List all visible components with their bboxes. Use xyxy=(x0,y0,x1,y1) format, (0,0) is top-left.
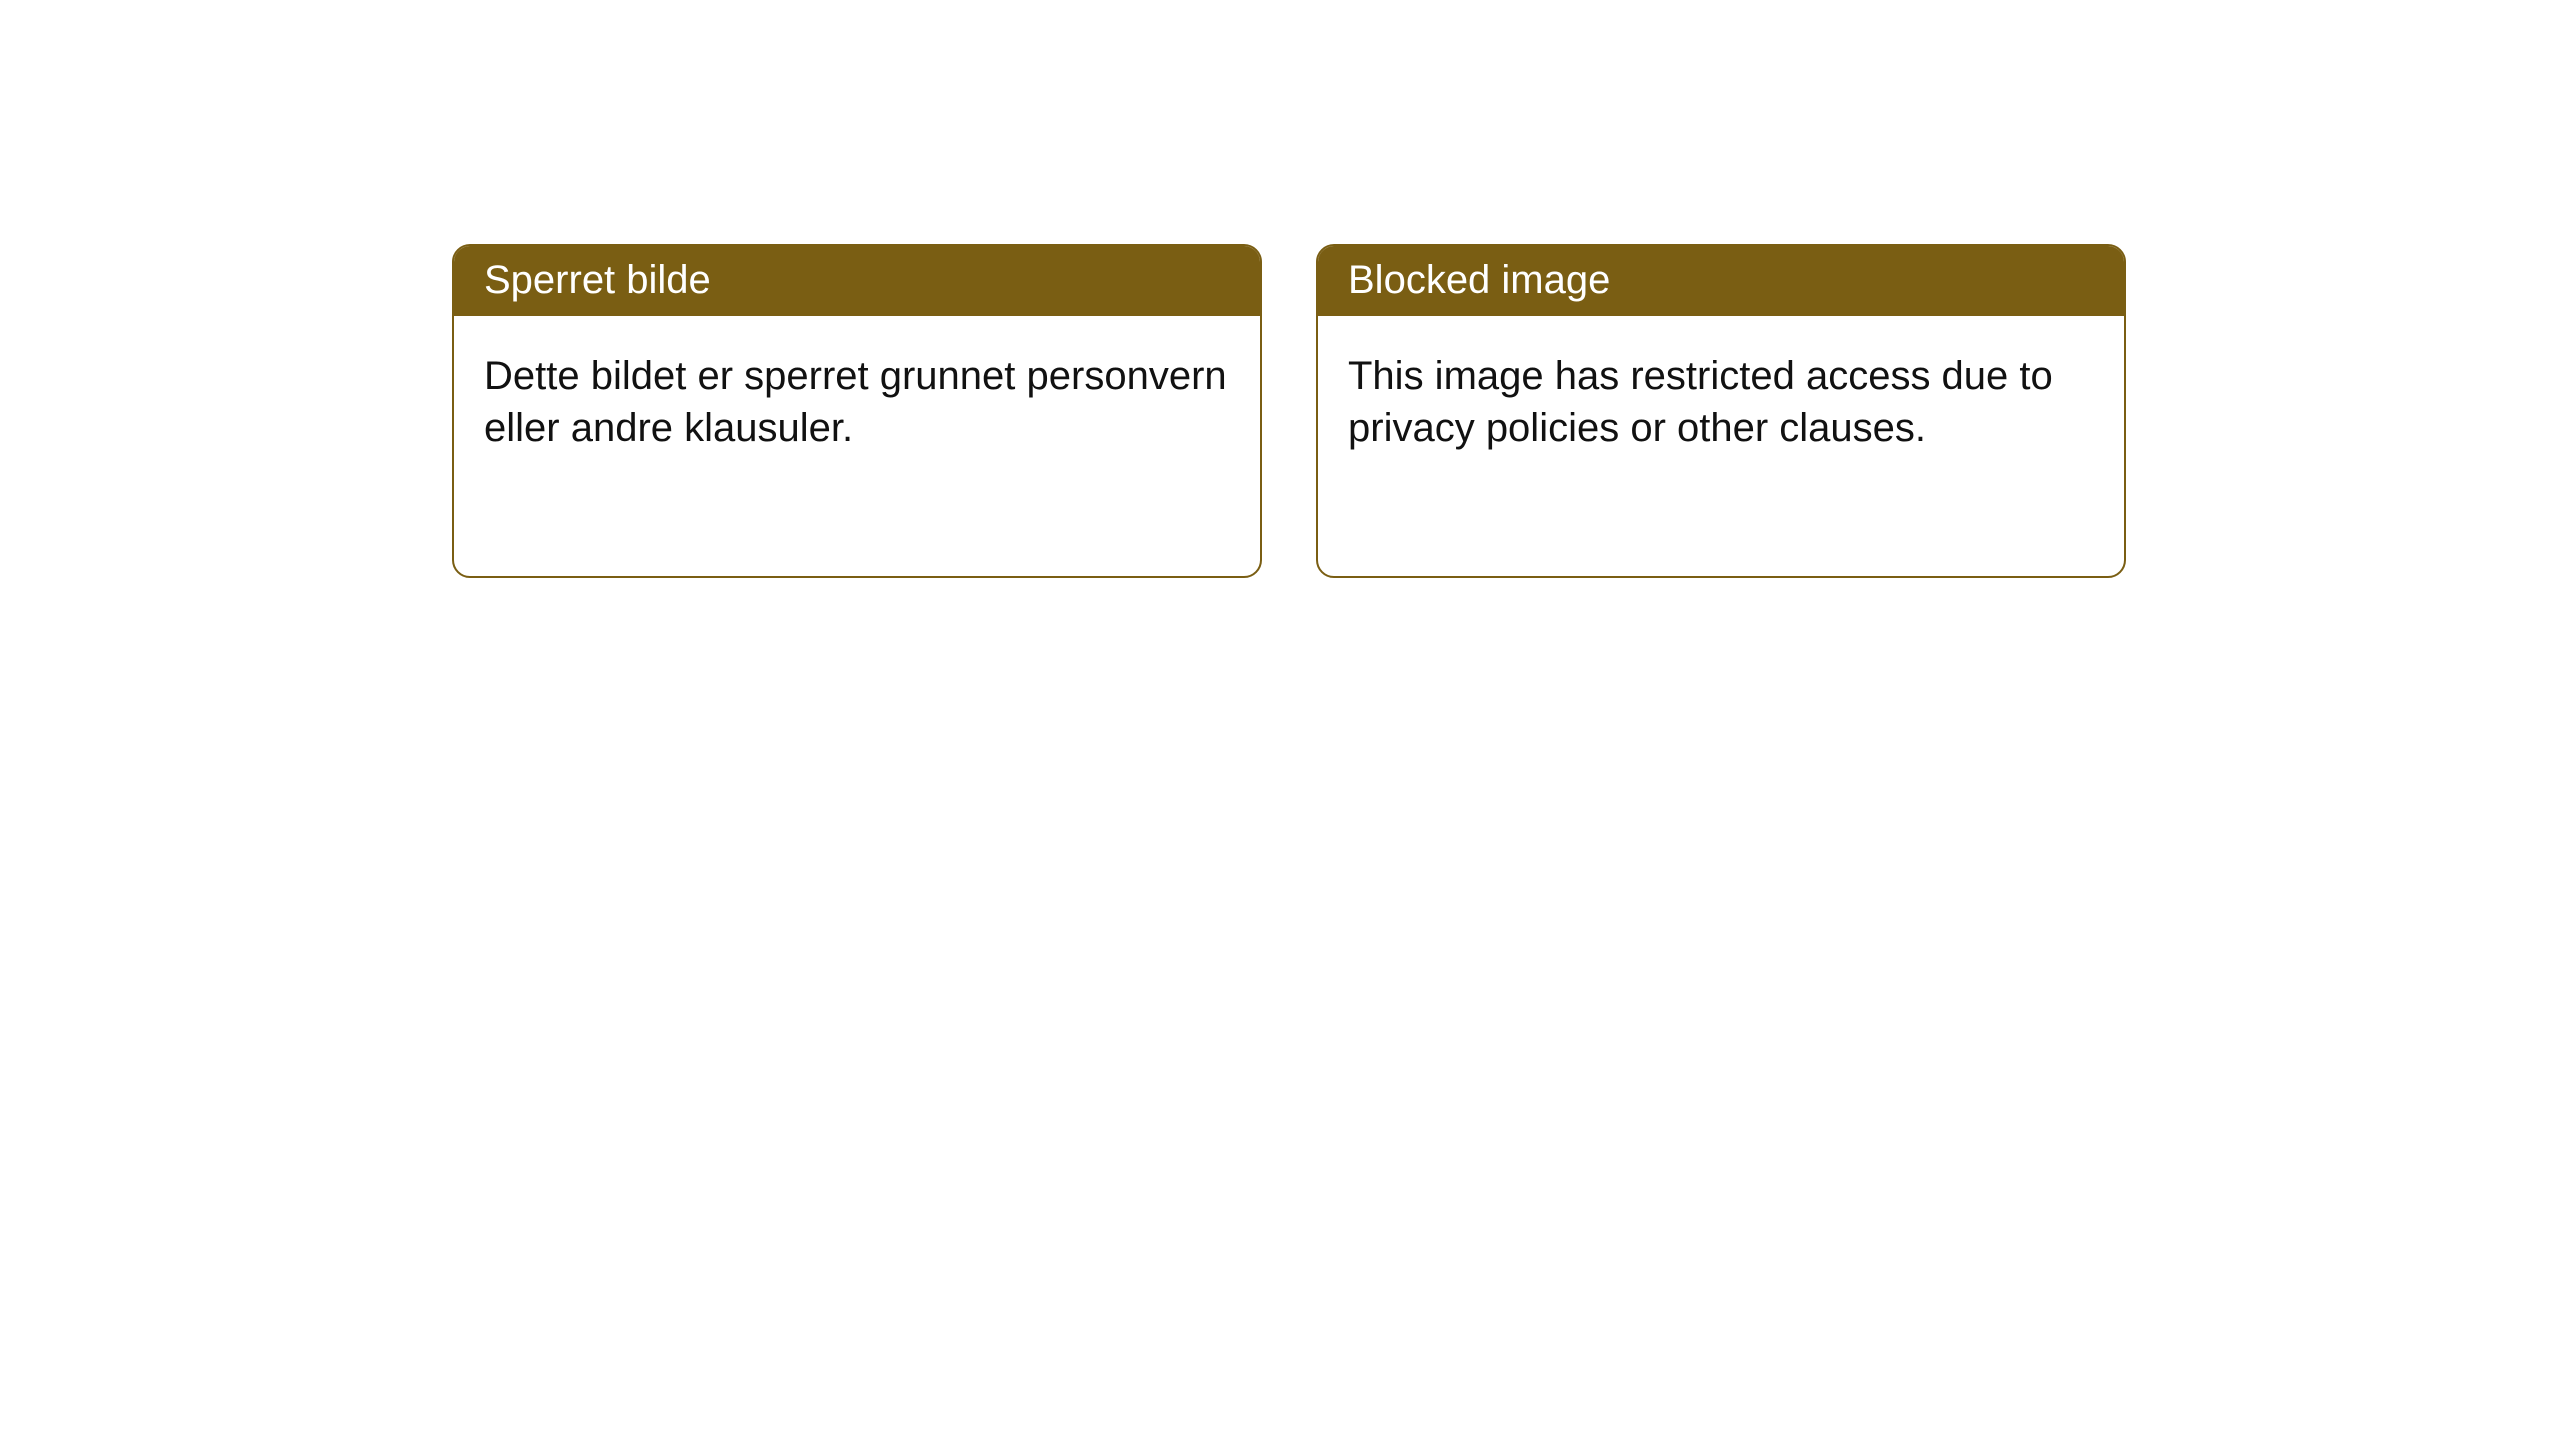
blocked-image-card-english: Blocked image This image has restricted … xyxy=(1316,244,2126,578)
card-body-english: This image has restricted access due to … xyxy=(1318,316,2124,488)
card-title-english: Blocked image xyxy=(1348,258,1610,302)
card-message-norwegian: Dette bildet er sperret grunnet personve… xyxy=(484,354,1227,450)
card-title-norwegian: Sperret bilde xyxy=(484,258,711,302)
card-header-english: Blocked image xyxy=(1318,246,2124,316)
card-message-english: This image has restricted access due to … xyxy=(1348,354,2053,450)
blocked-image-cards: Sperret bilde Dette bildet er sperret gr… xyxy=(452,244,2126,578)
card-header-norwegian: Sperret bilde xyxy=(454,246,1260,316)
blocked-image-card-norwegian: Sperret bilde Dette bildet er sperret gr… xyxy=(452,244,1262,578)
card-body-norwegian: Dette bildet er sperret grunnet personve… xyxy=(454,316,1260,488)
